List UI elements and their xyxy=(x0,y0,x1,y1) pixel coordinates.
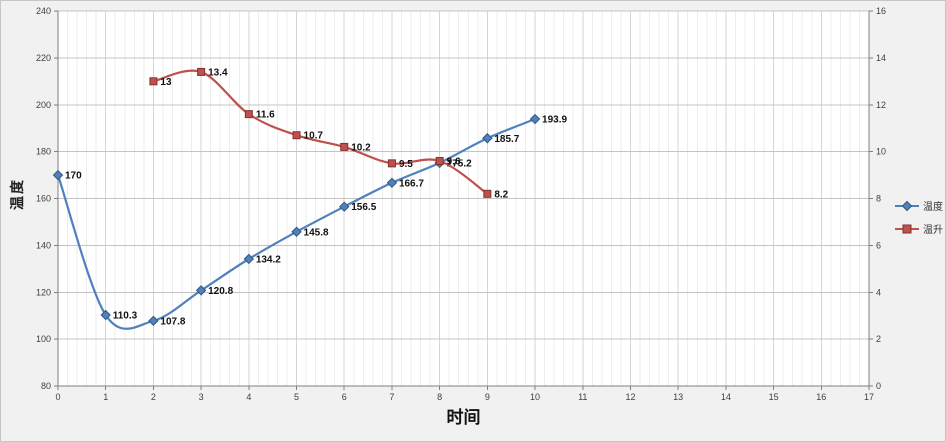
x-tick-label: 10 xyxy=(530,392,540,402)
data-point-label: 166.7 xyxy=(399,178,424,189)
left-tick-label: 160 xyxy=(36,194,51,204)
x-tick-label: 7 xyxy=(389,392,394,402)
legend-line-diamond-icon xyxy=(895,200,919,211)
x-tick-label: 2 xyxy=(151,392,156,402)
data-point-label: 13.4 xyxy=(208,67,228,78)
right-tick-label: 12 xyxy=(876,100,886,110)
data-point-marker[interactable] xyxy=(339,201,350,212)
legend: 温度 温升 xyxy=(894,198,943,236)
x-tick-label: 0 xyxy=(55,392,60,402)
data-point-label: 193.9 xyxy=(542,115,567,126)
data-point-label: 13 xyxy=(160,77,172,88)
data-point-label: 10.2 xyxy=(351,142,371,153)
x-tick-label: 4 xyxy=(246,392,251,402)
right-tick-label: 0 xyxy=(876,381,881,391)
data-point-label: 170 xyxy=(65,171,82,182)
data-point-marker[interactable] xyxy=(340,142,349,151)
x-tick-label: 6 xyxy=(342,392,347,402)
data-point-label: 134.2 xyxy=(256,254,281,265)
data-point-marker[interactable] xyxy=(435,157,444,165)
right-tick-label: 8 xyxy=(876,194,881,204)
x-tick-label: 3 xyxy=(199,392,204,402)
x-tick-label: 5 xyxy=(294,392,299,402)
legend-label-temperature: 温度 xyxy=(923,202,943,213)
x-tick-label: 13 xyxy=(673,392,683,402)
right-tick-label: 2 xyxy=(876,334,881,344)
data-point-label: 185.7 xyxy=(494,134,519,145)
left-tick-label: 140 xyxy=(36,240,51,250)
data-point-label: 107.8 xyxy=(160,316,185,327)
data-point-marker[interactable] xyxy=(292,131,301,140)
data-point-marker[interactable] xyxy=(52,169,64,181)
x-tick-label: 9 xyxy=(485,392,490,402)
x-tick-label: 16 xyxy=(816,392,826,402)
x-tick-label: 1 xyxy=(103,392,108,402)
data-point-marker[interactable] xyxy=(291,226,302,237)
left-tick-label: 220 xyxy=(36,53,51,63)
data-point-label: 156.5 xyxy=(351,202,376,213)
data-point-marker[interactable] xyxy=(244,110,253,119)
legend-item-temp-rise[interactable]: 温升 xyxy=(894,221,943,236)
right-tick-label: 10 xyxy=(876,147,886,157)
data-point-label: 8.2 xyxy=(494,189,508,200)
left-tick-label: 120 xyxy=(36,287,51,297)
right-tick-label: 14 xyxy=(876,53,886,63)
tick-labels: 0 1 2 3 4 5 6 7 8 9 10 11 12 13 14 15 16 1780100120140160… xyxy=(36,6,886,402)
data-point-marker[interactable] xyxy=(386,177,398,189)
data-point-label: 10.7 xyxy=(304,131,324,142)
data-point-label: 120.8 xyxy=(208,286,233,297)
data-point-label: 110.3 xyxy=(113,310,138,321)
left-tick-label: 200 xyxy=(36,100,51,110)
series-1-line xyxy=(152,69,489,195)
data-point-marker[interactable] xyxy=(148,315,159,327)
x-tick-label: 14 xyxy=(721,392,731,402)
x-axis-title: 时间 xyxy=(446,408,481,427)
data-point-label: 175.2 xyxy=(447,158,472,169)
data-point-marker[interactable] xyxy=(149,77,158,86)
right-tick-label: 4 xyxy=(876,287,881,297)
data-point-marker[interactable] xyxy=(195,285,207,296)
left-tick-label: 80 xyxy=(41,381,51,391)
data-point-label: 9.5 xyxy=(399,159,413,170)
x-tick-label: 12 xyxy=(625,392,635,402)
horizontal-gridlines xyxy=(58,10,869,387)
legend-label-temp-rise: 温升 xyxy=(923,225,943,236)
data-point-label: 9.6 xyxy=(447,157,461,168)
data-point-label: 145.8 xyxy=(304,227,329,238)
left-tick-label: 180 xyxy=(36,147,51,157)
data-point-marker[interactable] xyxy=(483,189,492,198)
data-point-marker[interactable] xyxy=(529,113,541,125)
x-tick-label: 11 xyxy=(578,392,587,402)
right-tick-label: 6 xyxy=(876,240,881,250)
series-0-line xyxy=(56,117,537,330)
x-tick-label: 17 xyxy=(864,392,874,402)
legend-item-temperature[interactable]: 温度 xyxy=(894,198,943,213)
data-point-marker[interactable] xyxy=(387,159,396,168)
series-0: 170 110.3 107.8 120.8 134.2 145.8 156.5 166.7 17… xyxy=(52,113,568,330)
x-tick-label: 15 xyxy=(769,392,779,402)
x-tick-label: 8 xyxy=(437,392,442,402)
left-tick-label: 100 xyxy=(36,334,51,344)
axes xyxy=(54,10,873,390)
y-axis-title: 温度 xyxy=(9,178,25,210)
legend-line-square-icon xyxy=(895,224,919,233)
data-point-marker[interactable] xyxy=(197,67,206,76)
right-tick-label: 16 xyxy=(876,6,886,16)
data-point-marker[interactable] xyxy=(243,253,255,265)
left-tick-label: 240 xyxy=(36,6,51,16)
data-point-marker[interactable] xyxy=(100,309,111,321)
series-1: 13 13.4 11.6 10.7 10.2 9.5 9.6 8.2 xyxy=(149,67,509,200)
data-point-marker[interactable] xyxy=(482,133,493,144)
data-point-label: 11.6 xyxy=(256,110,275,121)
